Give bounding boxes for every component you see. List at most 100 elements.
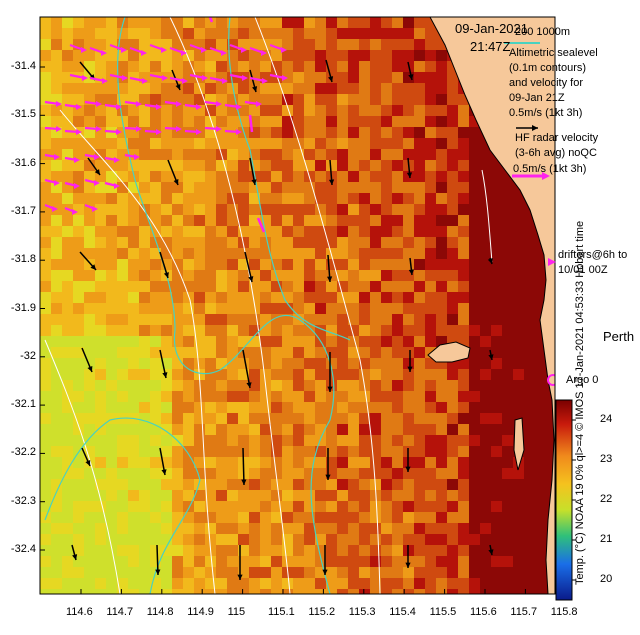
sst-cell [62,248,73,259]
sst-cell [480,578,491,589]
sst-cell [458,314,469,325]
sst-cell [95,50,106,61]
x-tick-label: 114.6 [66,606,93,618]
sst-cell [293,204,304,215]
sst-cell [183,83,194,94]
sst-cell [436,237,447,248]
sst-cell [425,468,436,479]
sst-cell [293,237,304,248]
sst-cell [194,578,205,589]
sst-cell [392,28,403,39]
sst-cell [326,380,337,391]
sst-cell [370,402,381,413]
sst-cell [524,479,535,490]
sst-cell [535,303,546,314]
sst-cell [502,578,513,589]
sst-cell [150,28,161,39]
sst-cell [282,204,293,215]
sst-cell [524,380,535,391]
argo-float-marker[interactable] [547,374,558,386]
sst-cell [106,281,117,292]
sst-cell [381,182,392,193]
sst-cell [51,237,62,248]
sst-cell [150,468,161,479]
sst-cell [425,28,436,39]
sst-cell [205,259,216,270]
sst-cell [73,281,84,292]
sst-cell [205,17,216,28]
sst-cell [271,204,282,215]
sst-cell [370,226,381,237]
sst-cell [293,28,304,39]
sst-cell [304,380,315,391]
sst-cell [513,479,524,490]
velocity-arrowhead [163,272,169,278]
sst-cell [282,28,293,39]
hf-arrowhead [92,206,98,212]
sst-cell [172,182,183,193]
sst-cell [227,380,238,391]
sst-cell [40,160,51,171]
sst-cell [117,292,128,303]
sst-cell [502,215,513,226]
sst-cell [469,391,480,402]
sst-cell [370,50,381,61]
sst-cell [370,435,381,446]
sst-cell [436,314,447,325]
sst-cell [205,182,216,193]
velocity-arrowhead [155,569,161,575]
sst-cell [238,413,249,424]
sst-cell [326,50,337,61]
sst-cell [491,270,502,281]
sst-cell [227,479,238,490]
sst-cell [117,160,128,171]
sst-cell [414,314,425,325]
sst-cell [238,424,249,435]
sst-cell [150,171,161,182]
sst-cell [249,259,260,270]
sst-cell [348,457,359,468]
hf-arrowhead [161,47,167,53]
sst-cell [359,347,370,358]
sst-cell [502,512,513,523]
sst-cell [117,138,128,149]
sst-cell [326,160,337,171]
colorbar-ticks [572,419,576,581]
sst-cell [381,270,392,281]
sst-cell [172,534,183,545]
sst-cell [524,589,535,594]
sst-cell [183,567,194,578]
sst-cell [359,567,370,578]
sst-cell [282,270,293,281]
sst-cell [480,380,491,391]
sst-cell [73,578,84,589]
sst-cell [139,479,150,490]
sst-cell [469,435,480,446]
sst-cell [348,215,359,226]
sst-cell [205,512,216,523]
sst-cell [293,182,304,193]
sst-cell [205,380,216,391]
sst-cell [480,523,491,534]
sst-cell [293,501,304,512]
sst-cell [502,193,513,204]
sst-cell [84,545,95,556]
sst-cell [271,17,282,28]
sst-cell [51,259,62,270]
y-tick-label: -32.2 [10,446,36,459]
y-tick-label: -31.5 [10,108,36,121]
sst-cell [491,424,502,435]
sst-cell [227,270,238,281]
isobath [59,109,216,594]
sst-cell [524,567,535,578]
sst-cell [260,182,271,193]
sst-cell [458,369,469,380]
sst-cell [326,314,337,325]
sst-cell [337,435,348,446]
sst-cell [84,556,95,567]
sst-cell [348,490,359,501]
sst-cell [271,347,282,358]
sst-cell [161,578,172,589]
sst-cell [293,160,304,171]
sst-cell [293,127,304,138]
